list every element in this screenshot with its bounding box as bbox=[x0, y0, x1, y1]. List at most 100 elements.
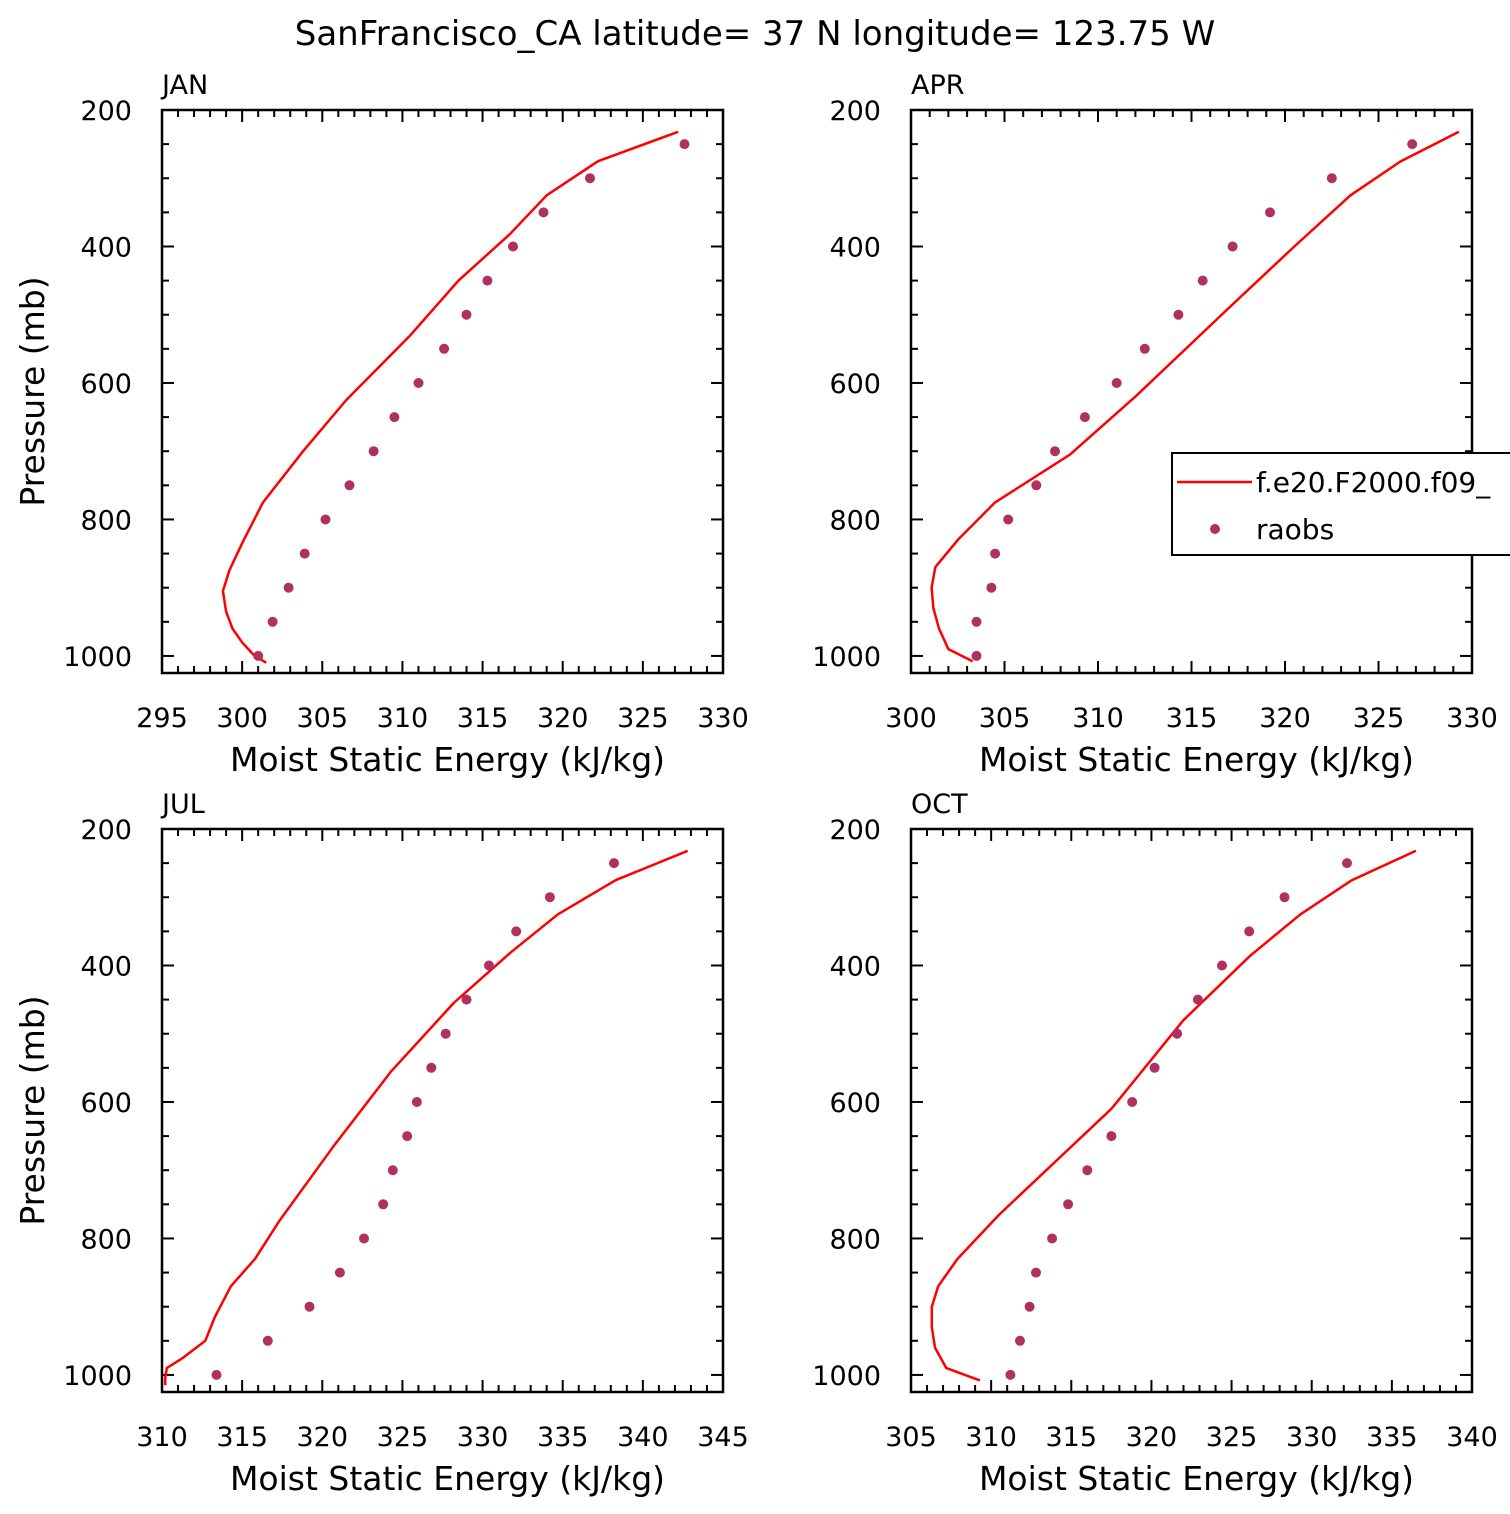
legend-model-label: f.e20.F2000.f09_ bbox=[1256, 466, 1491, 499]
raobs-point bbox=[1173, 309, 1184, 320]
raobs-point bbox=[1024, 1301, 1035, 1312]
panel-title: JAN bbox=[160, 70, 208, 101]
raobs-point bbox=[402, 1131, 413, 1142]
raobs-point bbox=[368, 446, 379, 457]
x-tick-label: 300 bbox=[885, 703, 937, 734]
y-tick-label: 800 bbox=[829, 1224, 881, 1255]
panel-jul: 310 315 320 325 330 335 340 345 200 400 600 800 1000… bbox=[13, 789, 749, 1498]
x-tick-label: 330 bbox=[1446, 703, 1498, 734]
raobs-point bbox=[411, 1097, 422, 1107]
raobs-point bbox=[1197, 275, 1208, 286]
x-tick-label: 320 bbox=[1126, 1422, 1178, 1453]
raobs-point bbox=[1342, 858, 1352, 869]
raobs-point bbox=[334, 1267, 345, 1278]
raobs-point bbox=[1244, 926, 1255, 937]
y-tick-label: 600 bbox=[80, 1088, 132, 1119]
raobs-point bbox=[1003, 514, 1014, 525]
raobs-point bbox=[378, 1199, 389, 1210]
y-tick-label: 400 bbox=[80, 951, 132, 982]
y-tick-label: 400 bbox=[829, 232, 881, 263]
raobs-point bbox=[1005, 1369, 1016, 1380]
y-tick-label: 200 bbox=[80, 815, 132, 846]
plot-frame bbox=[909, 827, 1474, 1394]
raobs-point bbox=[1047, 1233, 1058, 1244]
panels: 295 300 305 310 315 320 325 330 200 400 600 800 1000… bbox=[13, 70, 1498, 1498]
x-tick-label: 320 bbox=[1259, 703, 1311, 734]
x-tick-label: 325 bbox=[1353, 703, 1405, 734]
figure-title: SanFrancisco_CA latitude= 37 N longitude… bbox=[295, 14, 1216, 54]
raobs-point bbox=[389, 412, 400, 423]
raobs-point bbox=[426, 1062, 437, 1073]
raobs-point bbox=[544, 892, 555, 903]
raobs-point bbox=[211, 1369, 222, 1380]
y-tick-label: 1000 bbox=[812, 642, 881, 673]
x-tick-label: 330 bbox=[697, 703, 749, 734]
legend-obs-marker bbox=[1210, 524, 1220, 534]
panel-title: APR bbox=[911, 70, 965, 101]
x-tick-label: 300 bbox=[216, 703, 268, 734]
x-tick-label: 315 bbox=[216, 1422, 268, 1453]
raobs-point bbox=[1082, 1165, 1093, 1176]
x-tick-label: 325 bbox=[377, 1422, 429, 1453]
raobs-point bbox=[1227, 241, 1238, 252]
raobs-point bbox=[1015, 1335, 1025, 1346]
x-tick-label: 310 bbox=[1072, 703, 1124, 734]
raobs-point bbox=[1139, 343, 1150, 354]
model-line bbox=[221, 130, 679, 664]
raobs-point bbox=[359, 1233, 369, 1244]
raobs-point bbox=[299, 548, 310, 559]
raobs-point bbox=[1127, 1097, 1138, 1107]
x-tick-label: 315 bbox=[1046, 1422, 1098, 1453]
x-axis-label: Moist Static Energy (kJ/kg) bbox=[230, 740, 665, 779]
y-tick-label: 1000 bbox=[63, 642, 132, 673]
x-tick-label: 295 bbox=[136, 703, 188, 734]
raobs-point bbox=[1192, 994, 1203, 1005]
raobs-point bbox=[1326, 173, 1337, 184]
raobs-point bbox=[1149, 1062, 1160, 1073]
raobs-point bbox=[484, 960, 494, 971]
raobs-point bbox=[461, 309, 472, 320]
model-line bbox=[930, 849, 1417, 1382]
raobs-point bbox=[679, 139, 690, 150]
x-tick-label: 340 bbox=[1446, 1422, 1498, 1453]
x-tick-label: 325 bbox=[1206, 1422, 1258, 1453]
y-axis-label: Pressure (mb) bbox=[13, 995, 52, 1225]
raobs-point bbox=[1172, 1028, 1183, 1039]
raobs-point bbox=[971, 650, 982, 661]
x-tick-label: 310 bbox=[965, 1422, 1017, 1453]
raobs-point bbox=[413, 378, 424, 388]
raobs-point bbox=[971, 616, 982, 627]
raobs-point bbox=[387, 1165, 398, 1176]
y-axis-label: Pressure (mb) bbox=[13, 276, 52, 506]
raobs-point bbox=[253, 650, 264, 661]
raobs-point bbox=[1106, 1131, 1117, 1142]
x-tick-label: 310 bbox=[136, 1422, 188, 1453]
model-line bbox=[163, 849, 689, 1386]
raobs-point bbox=[986, 582, 997, 593]
y-tick-label: 600 bbox=[829, 1088, 881, 1119]
x-tick-label: 330 bbox=[1286, 1422, 1338, 1453]
raobs-point bbox=[1111, 378, 1122, 388]
panel-title: OCT bbox=[911, 789, 968, 820]
raobs-point bbox=[609, 858, 619, 869]
y-tick-label: 1000 bbox=[63, 1361, 132, 1392]
x-tick-label: 310 bbox=[377, 703, 429, 734]
y-tick-label: 200 bbox=[829, 815, 881, 846]
raobs-point bbox=[267, 616, 278, 627]
x-tick-label: 335 bbox=[537, 1422, 589, 1453]
legend-box bbox=[1171, 452, 1510, 556]
raobs-point bbox=[1050, 446, 1060, 457]
x-tick-label: 320 bbox=[537, 703, 589, 734]
x-tick-label: 305 bbox=[297, 703, 349, 734]
raobs-point bbox=[511, 926, 522, 937]
y-tick-label: 800 bbox=[829, 505, 881, 536]
legend-obs-label: raobs bbox=[1256, 513, 1334, 546]
x-tick-label: 305 bbox=[885, 1422, 937, 1453]
raobs-point bbox=[1279, 892, 1290, 903]
panel-oct: 305 310 315 320 325 330 335 340 200 400 600 800 1000… bbox=[812, 789, 1497, 1498]
raobs-point bbox=[461, 994, 472, 1005]
raobs-point bbox=[1217, 960, 1227, 971]
x-tick-label: 315 bbox=[1166, 703, 1218, 734]
